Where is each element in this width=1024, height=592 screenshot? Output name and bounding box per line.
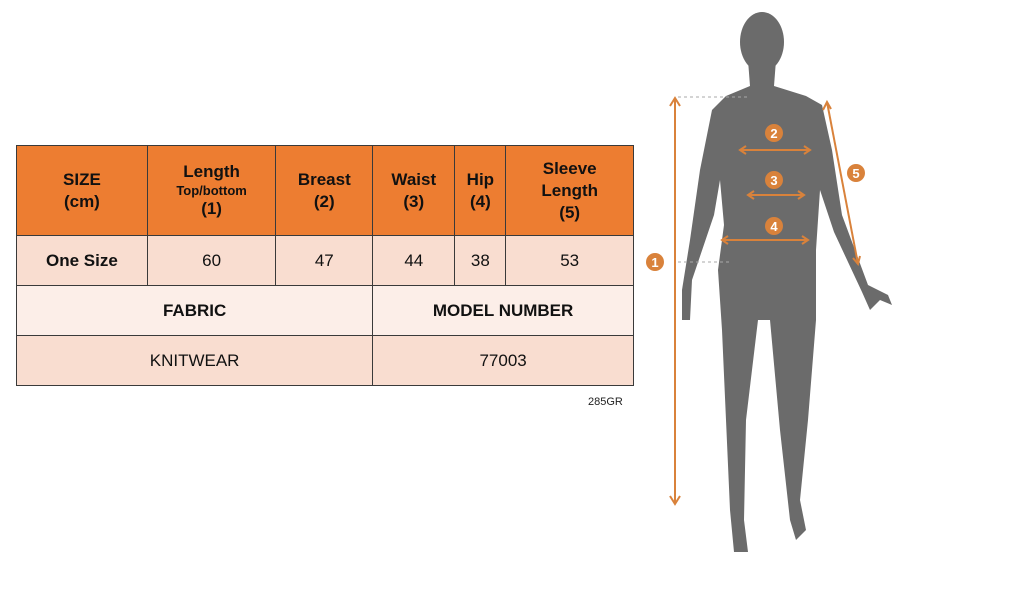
cell-sleeve: 53: [505, 235, 634, 286]
cell-size: One Size: [16, 235, 148, 286]
measurement-markers: 1 2 3 4 5: [646, 124, 865, 271]
model-label: MODEL NUMBER: [372, 285, 634, 336]
header-hip: Hip (4): [454, 145, 507, 236]
svg-text:4: 4: [770, 219, 778, 234]
sleeve-arrow: [826, 101, 859, 265]
cell-waist: 44: [372, 235, 456, 286]
product-code: 285GR: [588, 396, 623, 408]
header-size: SIZE (cm): [16, 145, 148, 236]
size-row: One Size 60 47 44 38 53: [16, 235, 634, 286]
cell-length: 60: [146, 235, 277, 286]
svg-text:1: 1: [651, 255, 658, 270]
header-length: Length Top/bottom (1): [146, 145, 277, 236]
header-sleeve: Sleeve Length (5): [505, 145, 634, 236]
info-value-row: KNITWEAR 77003: [15, 335, 634, 386]
header-breast: Breast (2): [275, 145, 374, 236]
fabric-value: KNITWEAR: [15, 335, 374, 386]
svg-text:2: 2: [770, 126, 777, 141]
svg-text:5: 5: [852, 166, 859, 181]
svg-text:3: 3: [770, 173, 777, 188]
size-chart-table: SIZE (cm) Length Top/bottom (1) Breast (2) W…: [15, 145, 634, 386]
model-value: 77003: [372, 335, 634, 386]
header-row: SIZE (cm) Length Top/bottom (1) Breast (2) W…: [16, 145, 634, 236]
measurement-lines: [669, 96, 861, 506]
body-measurement-figure: 1 2 3 4 5: [646, 12, 892, 552]
cell-breast: 47: [275, 235, 374, 286]
info-header-row: FABRIC MODEL NUMBER: [15, 285, 634, 336]
header-waist: Waist (3): [372, 145, 456, 236]
silhouette: [682, 12, 892, 552]
cell-hip: 38: [454, 235, 507, 286]
fabric-label: FABRIC: [15, 285, 374, 336]
